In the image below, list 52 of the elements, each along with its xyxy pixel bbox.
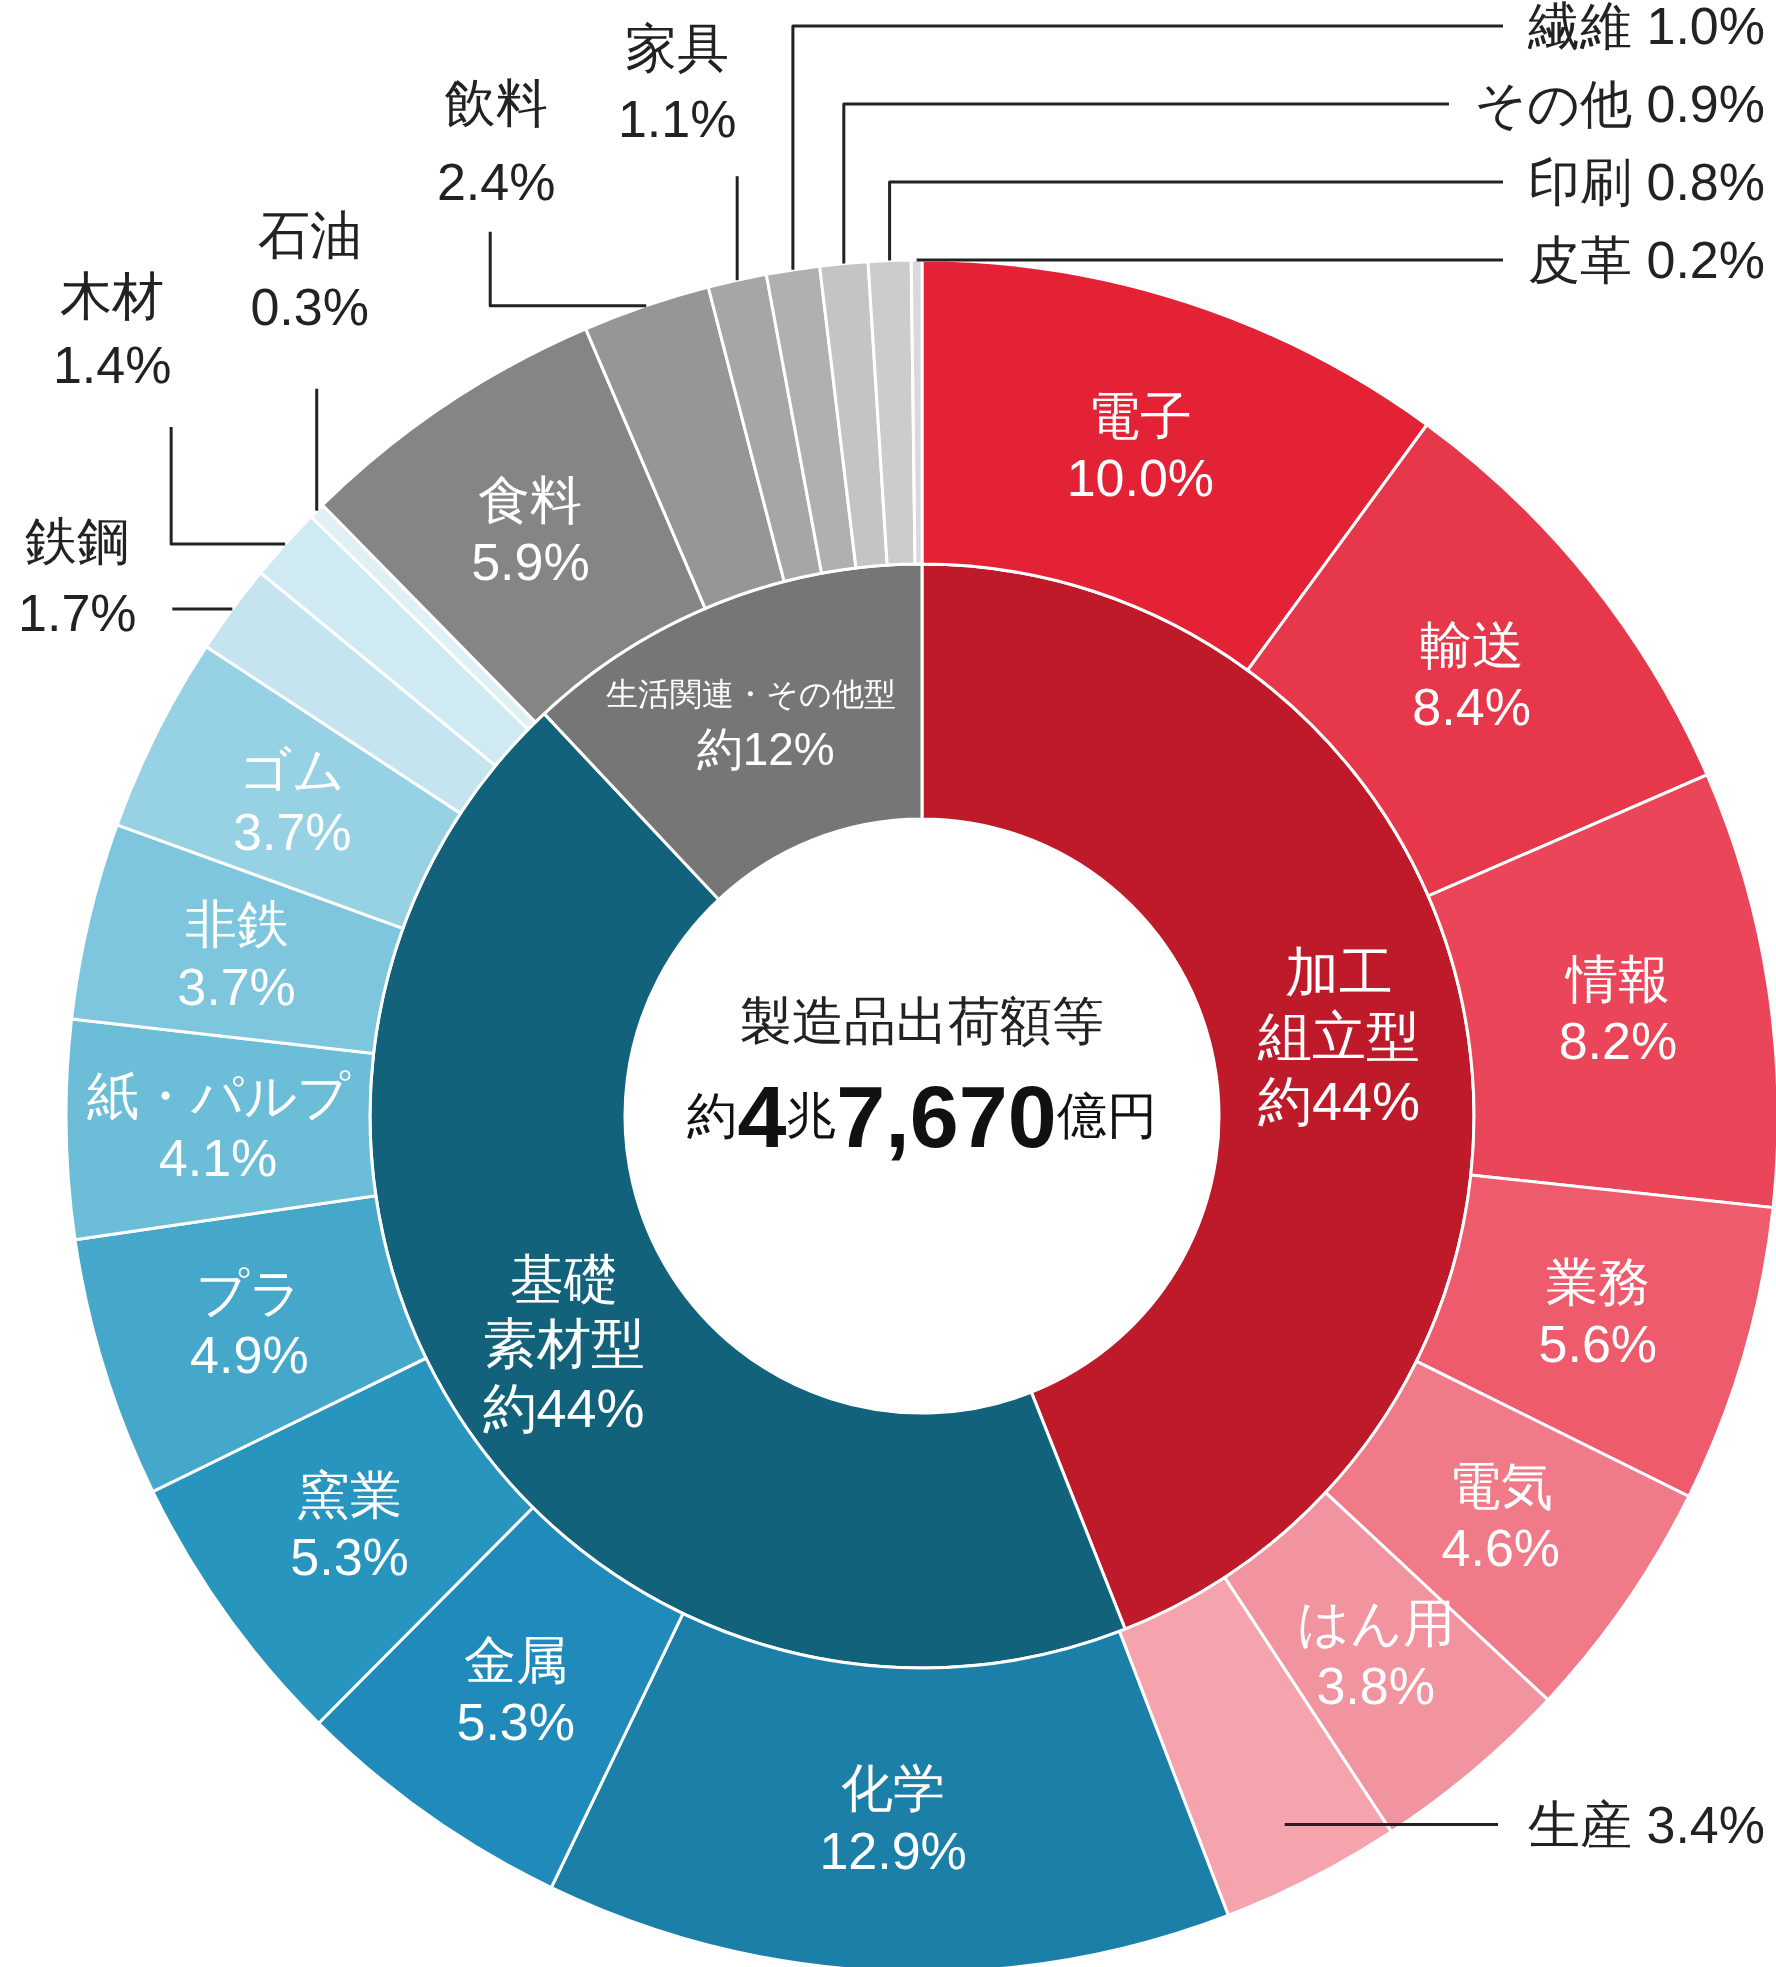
label: 家具 <box>625 19 730 78</box>
label: 素材型 <box>482 1313 645 1374</box>
label: 約44% <box>482 1378 645 1439</box>
label: 8.2% <box>1558 1012 1678 1070</box>
label: 化学 <box>841 1759 946 1818</box>
label: 皮革 0.2% <box>1528 231 1765 289</box>
label: 3.7% <box>177 957 296 1016</box>
label: 1.4% <box>52 336 172 395</box>
label: 1.7% <box>18 583 137 642</box>
label: 非鉄 <box>184 895 289 954</box>
label: 生産 3.4% <box>1528 1795 1765 1854</box>
label: 電子 <box>1088 386 1193 445</box>
label: 3.7% <box>233 803 352 862</box>
label: 業務 <box>1545 1253 1650 1311</box>
label: 基礎 <box>509 1248 618 1309</box>
label: 約12% <box>696 722 835 775</box>
label: 電気 <box>1448 1456 1553 1515</box>
label: 印刷 0.8% <box>1528 153 1765 211</box>
label: 食料 <box>478 470 583 529</box>
label: 4.9% <box>190 1326 309 1384</box>
label: 5.9% <box>471 533 590 592</box>
label: 5.3% <box>456 1693 576 1752</box>
label: 金属 <box>463 1630 568 1689</box>
label: 紙・パルプ <box>86 1066 350 1125</box>
label: 5.3% <box>290 1528 409 1587</box>
label: ゴム <box>239 740 346 799</box>
label: 1.1% <box>617 90 737 149</box>
label: 0.3% <box>250 277 369 336</box>
label: その他 0.9% <box>1474 75 1765 133</box>
label: 輸送 <box>1419 615 1524 674</box>
label: 加工 <box>1285 941 1393 1002</box>
label: 生活関連・その他型 <box>605 675 896 712</box>
label: 石油 <box>257 205 362 264</box>
label: 組立型 <box>1258 1006 1420 1067</box>
label: 10.0% <box>1066 448 1215 507</box>
label: 12.9% <box>819 1821 967 1880</box>
label: 情報 <box>1565 949 1670 1008</box>
label: 木材 <box>60 267 165 326</box>
label: 3.8% <box>1316 1656 1435 1715</box>
label: プラ <box>196 1263 303 1322</box>
label: 飲料 <box>444 73 549 132</box>
label: 8.4% <box>1412 678 1531 737</box>
label: 鉄鋼 <box>25 511 130 570</box>
label: 2.4% <box>436 152 556 211</box>
label: 繊維 1.0% <box>1528 0 1765 55</box>
label: 4.1% <box>158 1129 278 1188</box>
title: 製造品出荷額等 <box>740 992 1104 1050</box>
label: はん用 <box>1296 1594 1455 1653</box>
label: 5.6% <box>1538 1315 1658 1374</box>
label: 4.6% <box>1441 1518 1561 1577</box>
label: 窯業 <box>297 1465 402 1524</box>
label: 約44% <box>1257 1071 1421 1132</box>
